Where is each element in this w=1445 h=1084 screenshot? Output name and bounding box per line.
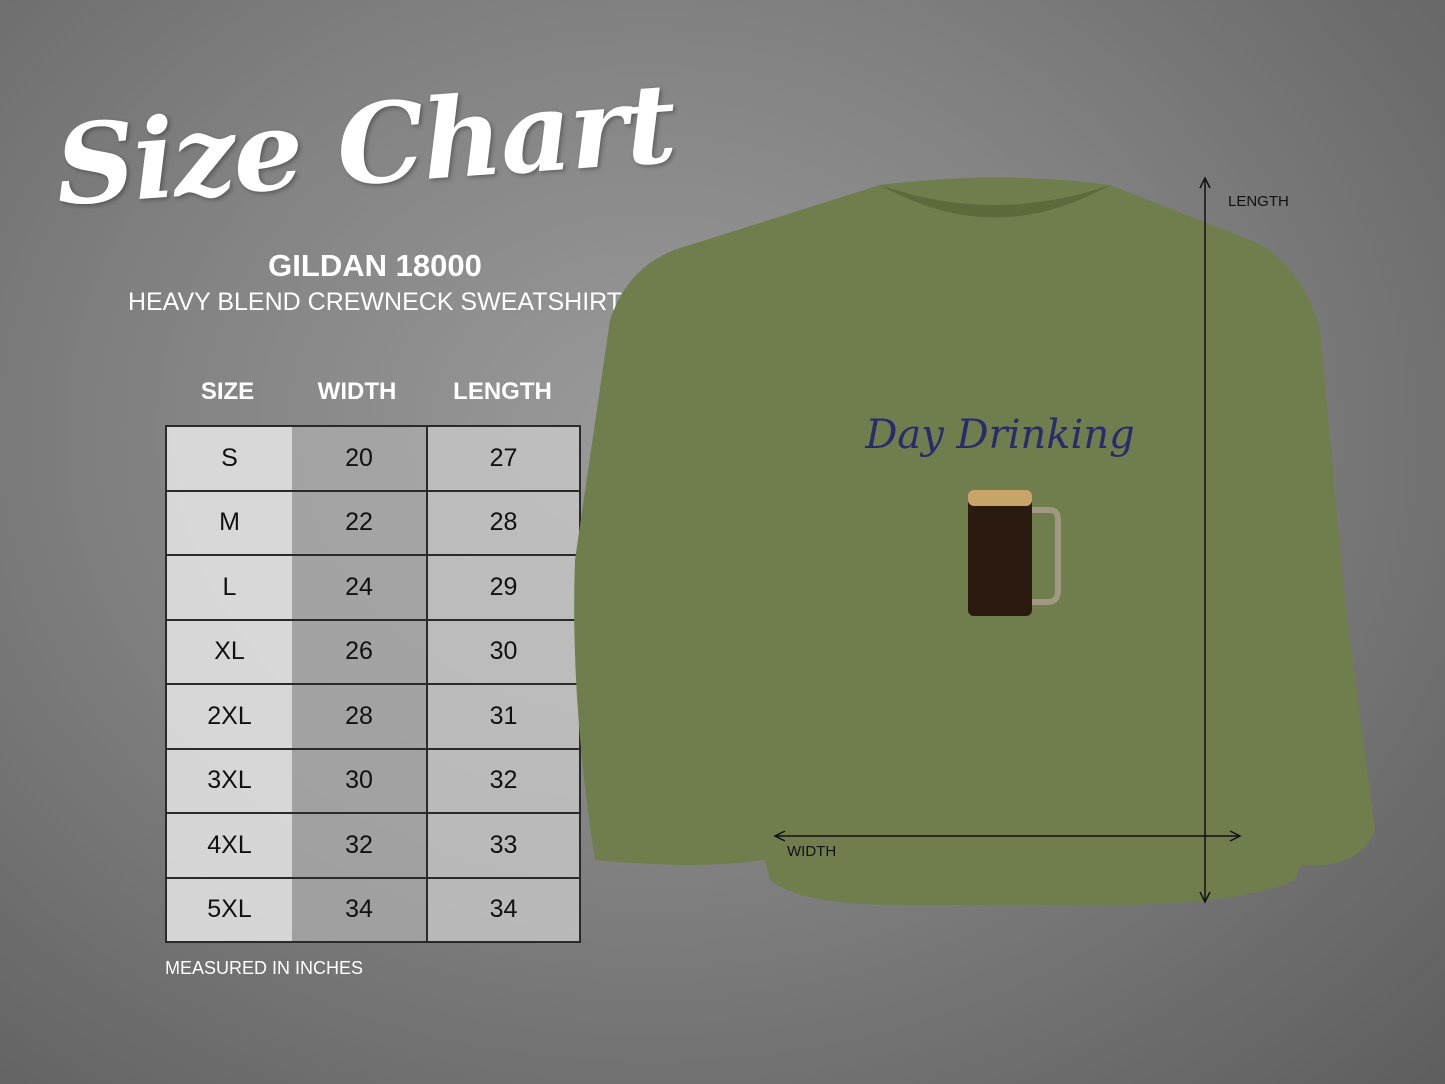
width-cell: 34 <box>292 876 428 943</box>
header-width: WIDTH <box>317 378 397 405</box>
table-row: 4XL 32 33 <box>165 812 581 879</box>
product-subtitle: HEAVY BLEND CREWNECK SWEATSHIRT <box>127 288 623 316</box>
table-row: XL 26 30 <box>165 618 581 685</box>
beer-mug-graphic <box>968 490 1061 616</box>
length-cell: 32 <box>426 747 581 814</box>
table-row: S 20 27 <box>165 425 581 492</box>
size-cell: S <box>165 425 292 492</box>
table-row: 5XL 34 34 <box>165 876 581 943</box>
width-cell: 26 <box>292 618 428 685</box>
measurement-note: MEASURED IN INCHES <box>165 958 364 978</box>
size-cell: M <box>165 489 292 556</box>
table-row: M 22 28 <box>165 489 581 556</box>
size-table: S 20 27 M 22 28 L 24 29 XL 26 30 2XL 28 31 3XL 30 32 4XL 32… <box>165 425 581 943</box>
table-row: 3XL 30 32 <box>165 747 581 814</box>
table-row: L 24 29 <box>165 554 581 621</box>
size-cell: 5XL <box>165 876 292 943</box>
width-cell: 30 <box>292 747 428 814</box>
length-cell: 30 <box>426 618 581 685</box>
width-cell: 28 <box>292 683 428 750</box>
width-cell: 20 <box>292 425 428 492</box>
header-length: LENGTH <box>453 378 552 405</box>
length-cell: 34 <box>426 876 581 943</box>
collar <box>880 185 1110 218</box>
size-cell: 2XL <box>165 683 292 750</box>
size-cell: L <box>165 554 292 621</box>
length-cell: 33 <box>426 812 581 879</box>
length-cell: 27 <box>426 425 581 492</box>
width-cell: 24 <box>292 554 428 621</box>
product-model: GILDAN 18000 <box>268 248 482 283</box>
width-cell: 22 <box>292 489 428 556</box>
length-cell: 31 <box>426 683 581 750</box>
length-cell: 29 <box>426 554 581 621</box>
header-size: SIZE <box>200 378 255 405</box>
length-cell: 28 <box>426 489 581 556</box>
width-arrowheads <box>773 830 1242 842</box>
length-label: LENGTH <box>1228 193 1289 210</box>
table-row: 2XL 28 31 <box>165 683 581 750</box>
width-label: WIDTH <box>787 843 837 860</box>
size-cell: 4XL <box>165 812 292 879</box>
design-text: Day Drinking <box>864 412 1134 458</box>
width-cell: 32 <box>292 812 428 879</box>
size-cell: XL <box>165 618 292 685</box>
length-arrowheads <box>1199 176 1211 904</box>
size-cell: 3XL <box>165 747 292 814</box>
